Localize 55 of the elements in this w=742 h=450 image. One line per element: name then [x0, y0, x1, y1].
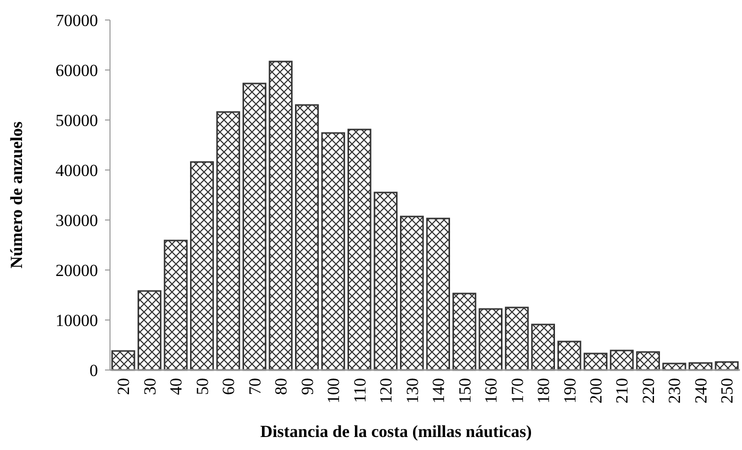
y-tick-label: 70000: [56, 10, 98, 30]
x-tick-label: 200: [586, 378, 606, 404]
y-tick-label: 50000: [56, 110, 98, 130]
x-tick-label: 60: [219, 378, 238, 395]
y-tick-label: 0: [90, 360, 98, 380]
bar: [190, 161, 214, 371]
x-tick-label: 40: [166, 378, 186, 395]
x-tick-label: 30: [140, 378, 160, 395]
x-tick-label: 20: [114, 378, 134, 395]
bar: [531, 324, 555, 371]
bar: [216, 111, 240, 371]
bar: [138, 290, 162, 371]
y-tick-label: 60000: [56, 60, 98, 80]
x-tick-label: 210: [612, 378, 632, 404]
x-tick-label: 180: [534, 378, 554, 404]
x-tick-label: 130: [402, 378, 422, 404]
bar: [268, 60, 293, 371]
bar: [636, 351, 660, 371]
x-tick-label: 220: [638, 378, 658, 404]
x-tick-label: 240: [691, 378, 710, 404]
bar: [242, 82, 266, 371]
x-tick-label: 110: [350, 378, 370, 403]
x-tick-label: 160: [482, 378, 501, 404]
bar: [557, 340, 582, 371]
x-tick-label: 80: [272, 378, 291, 395]
x-tick-label: 230: [665, 378, 684, 404]
bar: [295, 104, 319, 371]
y-axis-title: Número de anzuelos: [7, 121, 26, 269]
y-tick-label: 20000: [56, 260, 98, 280]
x-tick-label: 170: [508, 378, 527, 404]
bar: [374, 192, 398, 371]
x-axis-title: Distancia de la costa (millas náuticas): [260, 422, 532, 441]
x-tick-label: 120: [376, 378, 396, 404]
bar: [400, 216, 424, 371]
x-tick-label: 100: [324, 378, 344, 404]
bar: [348, 128, 372, 371]
x-tick-label: 190: [560, 378, 580, 404]
x-tick-label: 250: [718, 378, 737, 404]
bar: [504, 306, 529, 371]
x-tick-label: 90: [298, 378, 317, 395]
y-tick-label: 30000: [56, 210, 98, 230]
bar: [426, 218, 450, 371]
bar: [478, 308, 502, 371]
bar: [164, 240, 188, 371]
x-tick-label: 140: [429, 378, 448, 404]
bar: [584, 352, 608, 371]
y-tick-label: 40000: [56, 160, 98, 180]
bar: [610, 350, 634, 371]
x-tick-label: 70: [245, 378, 264, 395]
x-tick-label: 150: [455, 378, 474, 404]
bar: [452, 292, 476, 371]
bar: [321, 132, 346, 371]
x-tick-label: 50: [192, 378, 212, 395]
y-tick-label: 10000: [56, 310, 98, 330]
bar: [111, 350, 136, 371]
